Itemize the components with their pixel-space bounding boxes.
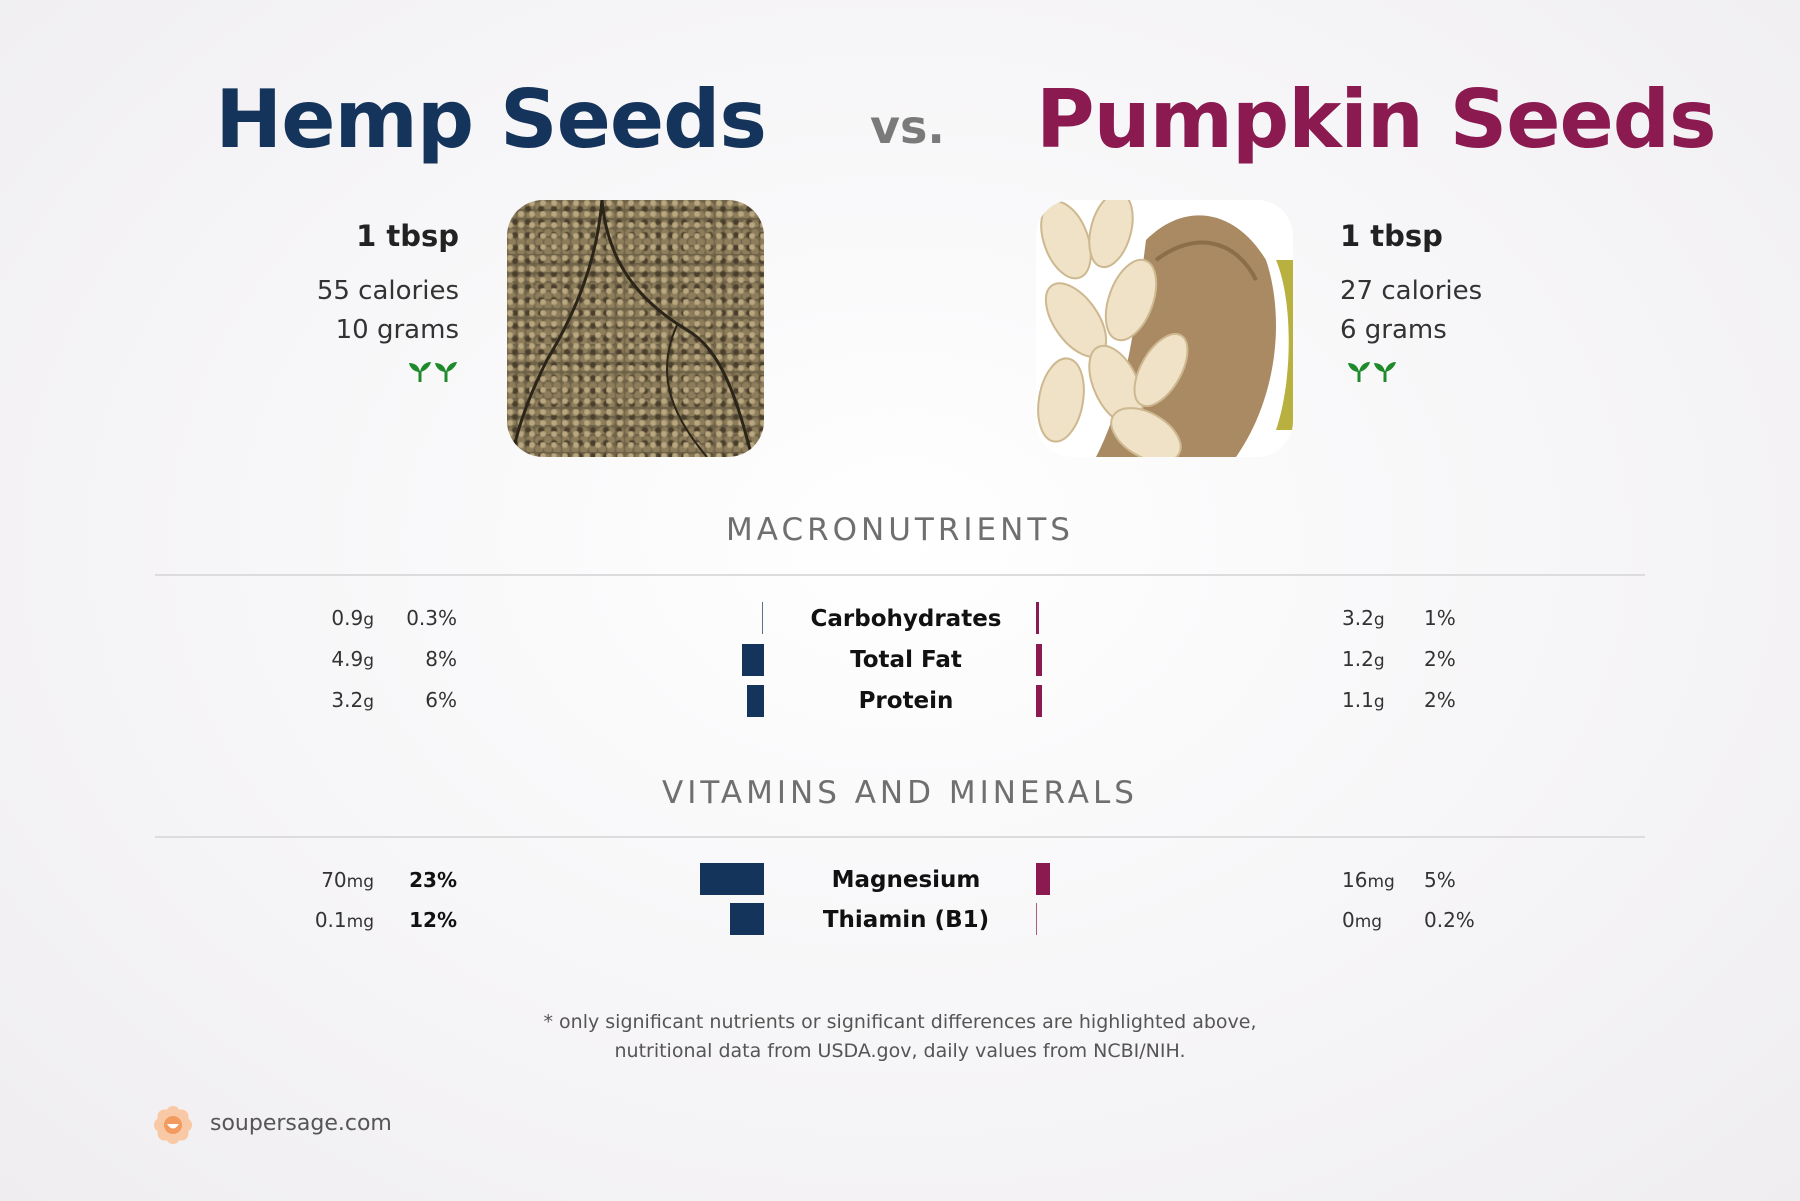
right-bar [1036,685,1042,717]
left-food-title: Hemp Seeds [215,73,767,166]
vs-label: vs. [870,100,945,154]
left-bar [699,863,764,895]
sprout-icon [1347,360,1399,388]
footnote-line: nutritional data from USDA.gov, daily va… [614,1040,1186,1062]
right-amount: 1.1g [1342,688,1385,712]
left-percent: 23% [409,868,457,892]
section-divider [155,836,1645,838]
left-grams: 10 grams [335,315,459,345]
right-percent: 2% [1424,647,1456,671]
right-amount: 1.2g [1342,647,1385,671]
nutrient-label: Protein [858,688,954,714]
left-bar [762,602,763,634]
footnote: * only significant nutrients or signific… [0,1008,1800,1066]
right-percent: 2% [1424,688,1456,712]
left-amount: 0.9g [331,606,374,630]
right-percent: 1% [1424,606,1456,630]
macronutrients-heading: MACRONUTRIENTS [726,512,1074,548]
vitamins-heading: VITAMINS AND MINERALS [662,775,1138,811]
left-bar [741,644,764,676]
brand-link[interactable]: soupersage.com [210,1111,392,1136]
left-calories: 55 calories [316,276,459,306]
left-percent: 12% [409,908,457,932]
right-amount: 16mg [1342,868,1395,892]
left-serving: 1 tbsp [356,219,459,253]
left-percent: 0.3% [406,606,457,630]
right-food-title: Pumpkin Seeds [1036,73,1717,166]
section-divider [155,574,1645,576]
left-amount: 3.2g [331,688,374,712]
right-bar [1036,903,1037,935]
left-amount: 0.1mg [314,908,374,932]
right-percent: 0.2% [1424,908,1475,932]
left-bar [747,685,764,717]
nutrient-label: Thiamin (B1) [822,907,990,933]
hemp-seeds-image [507,200,764,457]
left-percent: 6% [425,688,457,712]
left-bar [730,903,764,935]
right-calories: 27 calories [1340,276,1483,306]
sprout-icon [408,360,460,388]
nutrient-label: Total Fat [850,647,962,673]
nutrient-label: Magnesium [831,867,981,893]
right-bar [1036,644,1042,676]
nutrient-label: Carbohydrates [810,606,1002,632]
right-amount: 3.2g [1342,606,1385,630]
footnote-line: * only significant nutrients or signific… [543,1011,1257,1033]
right-serving: 1 tbsp [1340,219,1443,253]
right-percent: 5% [1424,868,1456,892]
right-bar [1036,863,1050,895]
left-percent: 8% [425,647,457,671]
right-grams: 6 grams [1340,315,1447,345]
pumpkin-seeds-image [1036,200,1293,457]
right-bar [1036,602,1039,634]
left-amount: 70mg [321,868,374,892]
left-amount: 4.9g [331,647,374,671]
right-amount: 0mg [1342,908,1383,932]
flower-logo-icon[interactable] [154,1106,192,1148]
